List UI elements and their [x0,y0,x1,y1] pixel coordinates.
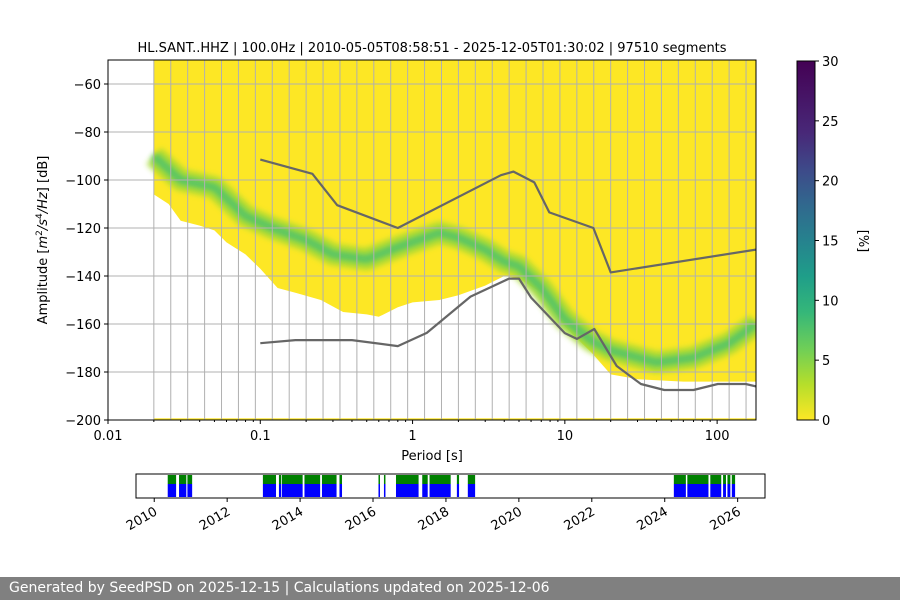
x-axis-label: Period [s] [401,449,463,464]
timeline-processed-segment [395,475,419,484]
timeline-processed-segment [687,475,709,484]
x-tick-label: 100 [705,429,730,444]
y-axis-label: Amplitude [m2/s4/Hz] [dB] [35,156,51,325]
chart-title: HL.SANT..HHZ | 100.0Hz | 2010-05-05T08:5… [137,41,726,56]
timeline-tick-label: 2012 [197,504,233,534]
timeline-data-segment [731,484,736,497]
timeline-processed-segment [321,475,337,484]
y-tick-label: −180 [65,366,101,381]
timeline-data-segment [339,484,343,497]
x-tick-label: 10 [557,429,574,444]
timeline-tick-label: 2024 [635,504,671,534]
y-tick-label: −100 [65,174,101,189]
timeline-data-segment [167,484,177,497]
timeline-data-segment [723,484,726,497]
colorbar-tick-label: 5 [822,354,830,369]
timeline-tick-label: 2016 [343,504,379,534]
timeline-processed-segment [179,475,187,484]
timeline-data-segment [304,484,321,497]
nhnm-line [260,158,756,274]
psd-mode-core [152,154,756,364]
data-availability-timeline: 2010 2012 2014 2016 2018 2020 2022 2024 2026 [124,473,766,534]
timeline-tick-label: 2010 [124,504,160,534]
timeline-data-segment [321,484,337,497]
psd-coverage-area [153,60,756,382]
timeline-processed-segment [723,475,726,484]
x-tick-label: 0.01 [94,429,123,444]
timeline-processed-segment [727,475,731,484]
x-tick-label: 0.1 [250,429,271,444]
timeline-tick-label: 2014 [270,504,306,534]
timeline-data-segment [395,484,419,497]
timeline-data-segment [673,484,686,497]
timeline-data-segment [179,484,187,497]
timeline-data-segment [429,484,451,497]
colorbar-tick-label: 15 [822,235,839,250]
timeline-processed-segment [378,475,380,484]
timeline-data-segment [687,484,709,497]
timeline-data-segment [710,484,722,497]
colorbar-tick-label: 0 [822,414,830,429]
timeline-tick-label: 2020 [489,504,525,534]
y-tick-label: −160 [65,318,101,333]
colorbar-label: [%] [855,230,870,253]
timeline-data-segment [727,484,731,497]
footer-text: Generated by SeedPSD on 2025-12-15 | Cal… [0,577,900,600]
y-tick-label: −140 [65,270,101,285]
y-tick-label: −200 [65,414,101,429]
y-tick-label: −120 [65,222,101,237]
timeline-data-segment [187,484,193,497]
timeline-processed-segment [429,475,451,484]
timeline-data-segment [422,484,428,497]
timeline-processed-segment [167,475,177,484]
timeline-processed-segment [673,475,686,484]
timeline-processed-segment [422,475,428,484]
colorbar [796,60,816,421]
timeline-processed-segment [281,475,303,484]
timeline-data-segment [467,484,476,497]
timeline-data-segment [281,484,303,497]
timeline-data-segment [456,484,460,497]
psd-bottom-band [153,418,756,420]
timeline-processed-segment [710,475,722,484]
timeline-processed-segment [731,475,736,484]
plot-frame [107,59,757,421]
colorbar-tick-label: 10 [822,294,839,309]
timeline-processed-segment [262,475,277,484]
timeline-data-segment [278,484,282,497]
timeline-processed-segment [278,475,282,484]
psd-plot-area [108,60,756,420]
nlnm-line [260,277,756,392]
timeline-processed-segment [339,475,343,484]
timeline-processed-segment [187,475,193,484]
timeline-tick-label: 2018 [416,504,452,534]
timeline-data-segment [383,484,386,497]
colorbar-tick-label: 20 [822,175,839,190]
timeline-processed-segment [456,475,460,484]
timeline-processed-segment [383,475,386,484]
timeline-tick-label: 2026 [707,504,743,534]
timeline-data-segment [378,484,380,497]
y-tick-label: −80 [74,126,101,141]
colorbar-tick-label: 25 [822,115,839,130]
x-tick-label: 1 [408,429,416,444]
timeline-data-segment [262,484,277,497]
timeline-processed-segment [304,475,321,484]
colorbar-tick-label: 30 [822,55,839,70]
timeline-tick-label: 2022 [562,504,598,534]
timeline-processed-segment [467,475,476,484]
y-tick-label: −60 [74,78,101,93]
